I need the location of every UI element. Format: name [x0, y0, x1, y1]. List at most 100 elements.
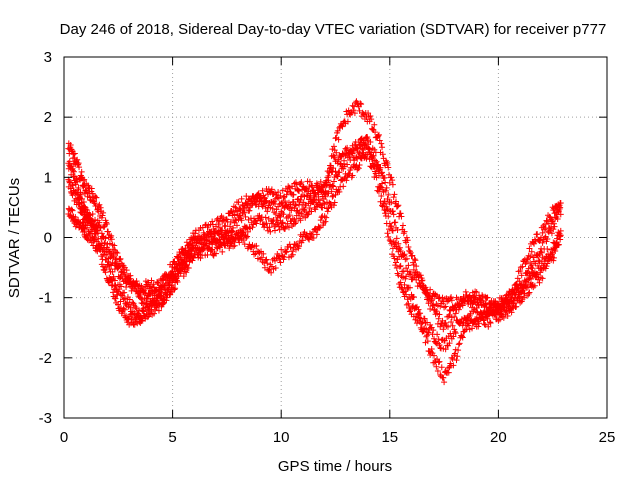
data-point	[399, 222, 406, 229]
data-point	[325, 172, 332, 179]
data-point	[106, 249, 113, 256]
data-point	[382, 157, 389, 164]
data-point	[533, 270, 540, 277]
data-point	[451, 328, 458, 335]
data-point	[74, 178, 81, 185]
data-point	[329, 193, 336, 200]
y-tick-label: 1	[44, 169, 52, 186]
data-point	[384, 230, 391, 237]
data-point	[554, 216, 561, 223]
data-point	[555, 209, 562, 216]
data-point	[476, 320, 483, 327]
data-point	[396, 263, 403, 270]
data-point	[450, 333, 457, 340]
data-point	[528, 248, 535, 255]
data-point	[451, 313, 458, 320]
data-point	[421, 325, 428, 332]
data-point	[121, 289, 128, 296]
data-point	[407, 271, 414, 278]
data-point	[264, 208, 271, 215]
data-point	[292, 202, 299, 209]
data-point	[554, 235, 561, 242]
data-point	[81, 225, 88, 232]
data-point	[172, 285, 179, 292]
x-tick-label: 0	[60, 429, 68, 446]
data-point	[299, 237, 306, 244]
data-point	[81, 176, 88, 183]
data-point	[539, 239, 546, 246]
data-point	[330, 202, 337, 209]
data-point	[292, 219, 299, 226]
data-point	[539, 229, 546, 236]
data-point	[334, 173, 341, 180]
data-point	[436, 358, 443, 365]
data-point	[283, 215, 290, 222]
data-point	[267, 228, 274, 235]
data-point	[486, 319, 493, 326]
chart-title: Day 246 of 2018, Sidereal Day-to-day VTE…	[60, 21, 607, 38]
data-point	[436, 341, 443, 348]
data-point	[400, 252, 407, 259]
data-point	[526, 270, 533, 277]
data-point	[403, 273, 410, 280]
data-point	[253, 242, 260, 249]
data-point	[428, 345, 435, 352]
data-point	[117, 255, 124, 262]
data-point	[467, 300, 474, 307]
data-point	[440, 326, 447, 333]
data-point	[375, 132, 382, 139]
data-point	[190, 254, 197, 261]
data-point	[370, 163, 377, 170]
data-point	[379, 180, 386, 187]
data-point	[290, 191, 297, 198]
data-point	[185, 248, 192, 255]
data-point	[444, 323, 451, 330]
data-point	[103, 219, 110, 226]
data-point	[321, 191, 328, 198]
data-point	[111, 277, 118, 284]
data-point	[233, 222, 240, 229]
data-point	[160, 276, 167, 283]
data-point	[390, 194, 397, 201]
data-point	[70, 168, 77, 175]
data-point	[405, 244, 412, 251]
data-point	[96, 201, 103, 208]
data-point	[512, 291, 519, 298]
data-point	[73, 190, 80, 197]
data-point	[175, 273, 182, 280]
data-point	[145, 313, 152, 320]
data-point	[521, 282, 528, 289]
data-point	[458, 333, 465, 340]
y-tick-label: -3	[39, 410, 52, 427]
data-point	[358, 101, 365, 108]
data-point	[298, 179, 305, 186]
data-point	[556, 230, 563, 237]
data-point	[447, 330, 454, 337]
data-point	[473, 289, 480, 296]
data-point	[118, 283, 125, 290]
data-point	[493, 300, 500, 307]
data-point	[112, 295, 119, 302]
data-point	[535, 257, 542, 264]
data-point	[164, 294, 171, 301]
data-point	[424, 332, 431, 339]
data-point	[349, 102, 356, 109]
data-point	[177, 267, 184, 274]
data-point	[369, 160, 376, 167]
data-point	[105, 279, 112, 286]
data-point	[179, 246, 186, 253]
data-point	[134, 311, 141, 318]
data-point	[545, 257, 552, 264]
data-point	[532, 260, 539, 267]
data-point	[280, 211, 287, 218]
data-point	[316, 197, 323, 204]
data-point	[459, 302, 466, 309]
data-point	[89, 211, 96, 218]
data-point	[433, 363, 440, 370]
data-point	[557, 200, 564, 207]
data-point	[69, 207, 76, 214]
data-point	[356, 107, 363, 114]
data-point	[469, 325, 476, 332]
data-point	[508, 309, 515, 316]
